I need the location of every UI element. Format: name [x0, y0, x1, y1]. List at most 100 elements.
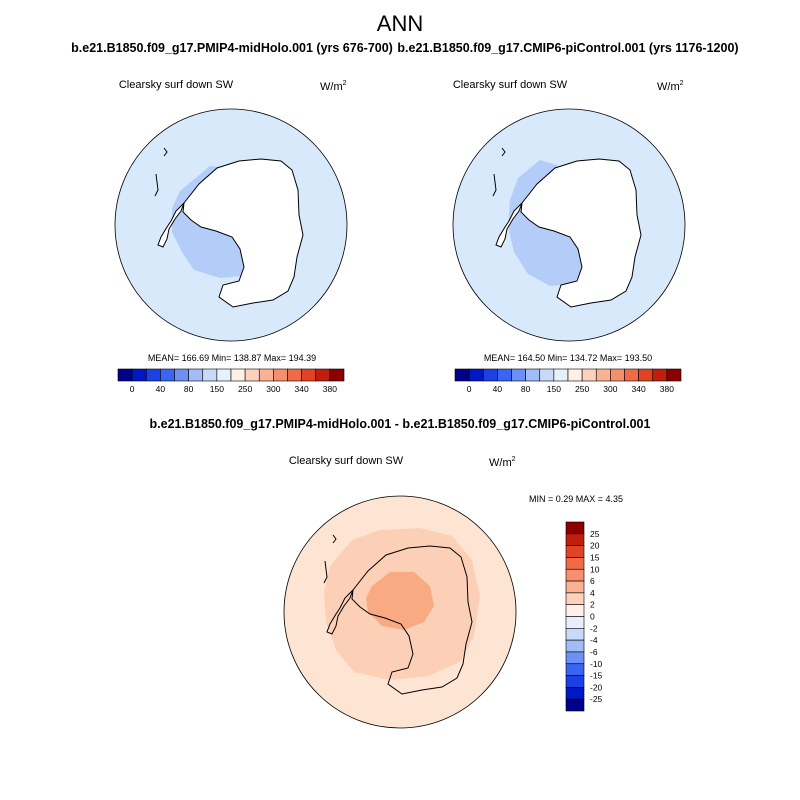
panel-midholo-units: W/m2 — [320, 80, 347, 93]
diff-high-region — [366, 572, 434, 630]
colorbar-swatch — [565, 698, 585, 712]
colorbar-swatch — [539, 368, 555, 382]
colorbar-swatch — [565, 592, 585, 605]
island-outline — [323, 560, 328, 584]
panel-picontrol-case-title: b.e21.B1850.f09_g17.CMIP6-piControl.001 … — [397, 41, 738, 55]
colorbar-tick-label: 380 — [660, 384, 674, 394]
panel-difference-variable-label: Clearsky surf down SW — [289, 455, 404, 467]
colorbar-tick-label: 380 — [323, 384, 337, 394]
colorbar-swatch — [567, 368, 583, 382]
colorbar-tick-label: -10 — [590, 659, 603, 669]
panel-difference-map — [284, 496, 516, 728]
colorbar-swatch — [216, 368, 232, 382]
colorbar-tick-label: 340 — [632, 384, 646, 394]
panel-midholo-variable-label: Clearsky surf down SW — [119, 79, 234, 91]
panel-midholo-stats: MEAN= 166.69 Min= 138.87 Max= 194.39 — [148, 353, 316, 363]
colorbar-swatch — [511, 368, 526, 382]
panel-picontrol-map — [453, 109, 685, 341]
colorbar-tick-label: 40 — [156, 384, 166, 394]
colorbar-tick-label: 6 — [590, 576, 595, 586]
colorbar-swatch — [666, 368, 682, 382]
colorbar-swatch — [454, 368, 470, 382]
colorbar-swatch — [287, 368, 302, 382]
colorbar-swatch — [145, 368, 161, 382]
colorbar-swatch — [482, 368, 498, 382]
colorbar-tick-label: 80 — [184, 384, 194, 394]
colorbar-swatch — [301, 368, 317, 382]
colorbar-swatch — [595, 368, 611, 382]
units-exponent: 2 — [343, 80, 347, 87]
colorbar-tick-label: 150 — [547, 384, 561, 394]
colorbar-swatch — [315, 368, 331, 382]
colorbar-tick-label: 300 — [603, 384, 617, 394]
units-exponent: 2 — [680, 80, 684, 87]
panel-picontrol: b.e21.B1850.f09_g17.CMIP6-piControl.001 … — [397, 41, 738, 394]
colorbar-swatch — [553, 368, 569, 382]
main-title: ANN — [377, 11, 423, 36]
colorbar-swatch — [624, 368, 639, 382]
colorbar-swatch — [131, 368, 147, 382]
panel-difference-units: W/m2 — [489, 456, 516, 469]
island-outline — [163, 147, 168, 157]
colorbar-swatch — [273, 368, 288, 382]
colorbar-tick-label: 340 — [295, 384, 309, 394]
units-exponent: 2 — [512, 456, 516, 463]
colorbar-tick-label: 15 — [590, 552, 600, 562]
colorbar-tick-label: -4 — [590, 635, 598, 645]
units-base: W/m — [489, 457, 512, 469]
units-base: W/m — [320, 81, 343, 93]
panel-difference-stats: MIN = 0.29 MAX = 4.35 — [529, 494, 623, 504]
colorbar-tick-label: 0 — [467, 384, 472, 394]
colorbar-swatch — [565, 687, 585, 700]
colorbar-swatch — [565, 521, 585, 535]
colorbar-swatch — [565, 557, 585, 570]
panel-midholo-case-title: b.e21.B1850.f09_g17.PMIP4-midHolo.001 (y… — [71, 41, 393, 55]
panel-picontrol-units: W/m2 — [657, 80, 684, 93]
panel-difference-case-title: b.e21.B1850.f09_g17.PMIP4-midHolo.001 - … — [150, 417, 651, 431]
map-boundary — [283, 495, 517, 729]
colorbar-tick-label: 20 — [590, 541, 600, 551]
colorbar-tick-label: 250 — [238, 384, 252, 394]
island-outline — [154, 173, 159, 197]
colorbar-tick-label: -2 — [590, 623, 598, 633]
colorbar-swatch — [565, 628, 585, 641]
colorbar-swatch — [258, 368, 274, 382]
island-outline — [492, 173, 497, 197]
colorbar-tick-label: 150 — [210, 384, 224, 394]
colorbar-swatch — [565, 568, 585, 582]
colorbar-swatch — [329, 368, 345, 382]
colorbar-tick-label: -20 — [590, 682, 603, 692]
panel-midholo-map — [115, 109, 347, 341]
colorbar-tick-label: 40 — [493, 384, 503, 394]
colorbar-swatch — [565, 616, 585, 629]
colorbar-swatch — [565, 545, 585, 558]
panel-picontrol-colorbar: 0 40 80 150 250 300 340 380 — [454, 368, 682, 394]
colorbar-swatch — [565, 663, 585, 676]
colorbar-tick-label: 80 — [521, 384, 531, 394]
colorbar-swatch — [117, 368, 133, 382]
colorbar-swatch — [525, 368, 541, 382]
colorbar-swatch — [174, 368, 189, 382]
map-boundary — [114, 108, 348, 342]
panel-picontrol-variable-label: Clearsky surf down SW — [453, 79, 568, 91]
island-outline — [501, 147, 506, 157]
map-boundary — [452, 108, 686, 342]
colorbar-swatch — [565, 533, 585, 546]
colorbar-swatch — [610, 368, 625, 382]
colorbar-swatch — [565, 604, 585, 617]
colorbar-swatch — [160, 368, 175, 382]
colorbar-swatch — [565, 580, 585, 594]
colorbar-swatch — [638, 368, 654, 382]
colorbar-swatch — [565, 675, 585, 688]
panel-midholo: b.e21.B1850.f09_g17.PMIP4-midHolo.001 (y… — [71, 41, 393, 394]
panel-picontrol-stats: MEAN= 164.50 Min= 134.72 Max= 193.50 — [484, 353, 652, 363]
colorbar-tick-label: 300 — [266, 384, 280, 394]
colorbar-swatch — [565, 639, 585, 653]
colorbar-swatch — [244, 368, 260, 382]
island-outline — [332, 534, 337, 544]
colorbar-swatch — [497, 368, 512, 382]
colorbar-tick-label: 4 — [590, 588, 595, 598]
colorbar-swatch — [202, 368, 218, 382]
